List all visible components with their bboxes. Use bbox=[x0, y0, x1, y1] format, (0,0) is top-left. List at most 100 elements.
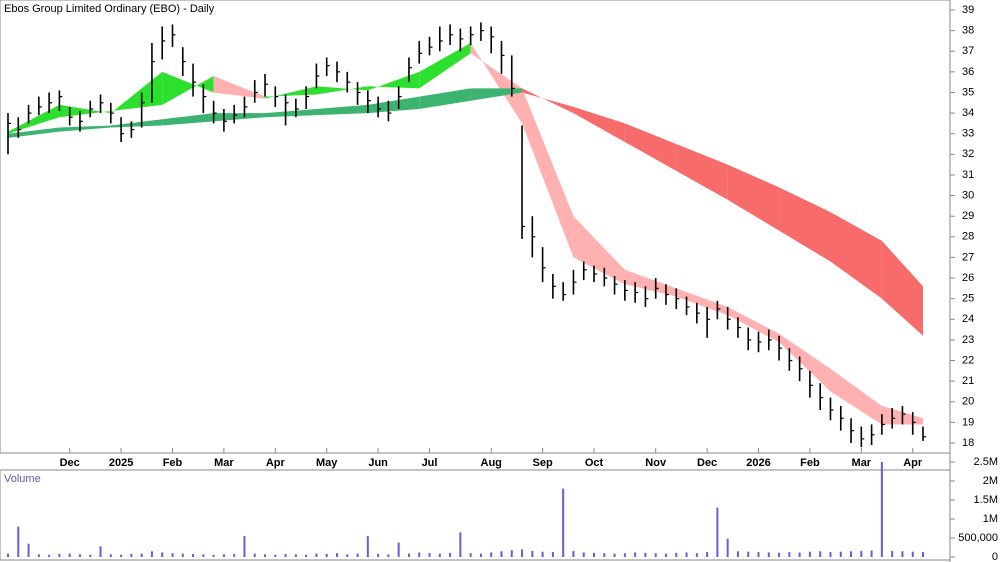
y-tick-label: 23 bbox=[962, 334, 974, 346]
y-tick-label: 26 bbox=[962, 272, 974, 284]
volume-bar bbox=[757, 552, 760, 557]
x-tick-label: Jun bbox=[368, 457, 388, 469]
y-tick-label: 25 bbox=[962, 293, 974, 305]
volume-bar bbox=[212, 554, 215, 557]
ma-band bbox=[162, 71, 214, 105]
x-tick-label: 2025 bbox=[109, 457, 133, 469]
y-tick-label: 22 bbox=[962, 354, 974, 366]
volume-bar bbox=[664, 553, 667, 557]
ma-band bbox=[419, 88, 471, 109]
x-tick-label: 2026 bbox=[746, 457, 770, 469]
y-tick-label: 24 bbox=[962, 313, 974, 325]
volume-bar bbox=[253, 553, 256, 557]
x-tick-label: Mar bbox=[214, 457, 234, 469]
y-tick-label: 33 bbox=[962, 128, 974, 140]
volume-bar bbox=[99, 546, 102, 557]
volume-bar bbox=[500, 551, 503, 557]
volume-bar bbox=[901, 551, 904, 557]
ma-band bbox=[522, 88, 574, 114]
volume-bar bbox=[37, 554, 40, 557]
volume-bar bbox=[17, 526, 20, 557]
ma-band bbox=[573, 106, 625, 142]
volume-bar bbox=[161, 552, 164, 557]
volume-bar bbox=[233, 553, 236, 557]
ma-band bbox=[830, 368, 882, 425]
x-tick-label: Dec bbox=[60, 457, 80, 469]
volume-bar bbox=[675, 552, 678, 557]
ma-band bbox=[419, 42, 471, 89]
volume-bar bbox=[397, 542, 400, 557]
volume-bar bbox=[48, 554, 51, 557]
volume-bar bbox=[192, 553, 195, 557]
y-tick-label: 36 bbox=[962, 66, 974, 78]
volume-bar bbox=[27, 543, 30, 557]
ma-band bbox=[162, 113, 214, 126]
volume-bar bbox=[150, 551, 153, 557]
volume-bar bbox=[438, 553, 441, 557]
y-tick-label: 1M bbox=[983, 513, 998, 525]
y-tick-label: 19 bbox=[962, 416, 974, 428]
volume-bar bbox=[582, 552, 585, 557]
volume-bar bbox=[531, 550, 534, 557]
volume-bar bbox=[202, 554, 205, 557]
ma-band bbox=[779, 333, 831, 392]
volume-bar bbox=[685, 552, 688, 557]
volume-bar bbox=[603, 553, 606, 557]
volume-bar bbox=[695, 553, 698, 557]
volume-bar bbox=[870, 550, 873, 557]
ma-band bbox=[624, 123, 677, 171]
volume-bar bbox=[829, 552, 832, 557]
volume-bar bbox=[68, 553, 71, 557]
ma-band bbox=[367, 71, 420, 91]
y-tick-label: 34 bbox=[962, 107, 974, 119]
volume-bar bbox=[860, 550, 863, 557]
ma-band bbox=[265, 108, 317, 118]
x-tick-label: Mar bbox=[852, 457, 872, 469]
ma-band bbox=[59, 104, 111, 118]
volume-bar bbox=[325, 553, 328, 557]
ma-band bbox=[213, 75, 266, 99]
volume-bar bbox=[510, 550, 513, 557]
ma-band bbox=[830, 212, 882, 299]
volume-bar bbox=[644, 552, 647, 557]
ma-band bbox=[8, 104, 60, 134]
volume-bar bbox=[294, 554, 297, 557]
volume-bar bbox=[850, 551, 853, 557]
ma-band bbox=[316, 104, 368, 116]
volume-bar bbox=[469, 553, 472, 557]
volume-bar bbox=[243, 536, 246, 557]
chart-title: Ebos Group Limited Ordinary (EBO) - Dail… bbox=[4, 3, 215, 15]
volume-bar bbox=[922, 552, 924, 557]
volume-bar bbox=[479, 553, 482, 557]
volume-title: Volume bbox=[4, 473, 41, 485]
volume-bar bbox=[490, 552, 493, 557]
y-tick-label: 38 bbox=[962, 25, 974, 37]
x-tick-label: Apr bbox=[903, 457, 923, 469]
volume-bar bbox=[891, 550, 894, 557]
volume-bar bbox=[78, 554, 81, 557]
volume-bar bbox=[171, 553, 174, 557]
volume-bar bbox=[808, 551, 811, 557]
y-tick-label: 20 bbox=[962, 396, 974, 408]
ma-band bbox=[265, 86, 317, 99]
volume-bar bbox=[7, 553, 9, 557]
y-tick-label: 29 bbox=[962, 210, 974, 222]
ma-band bbox=[676, 144, 728, 200]
volume-bar bbox=[346, 554, 349, 557]
volume-panel bbox=[0, 469, 951, 561]
volume-bar bbox=[839, 551, 842, 557]
volume-bar bbox=[551, 552, 554, 557]
ma-band bbox=[676, 288, 728, 316]
volume-bar bbox=[140, 553, 143, 557]
volume-bar bbox=[623, 553, 626, 557]
ma-band bbox=[59, 125, 111, 132]
x-tick-label: Apr bbox=[266, 457, 286, 469]
volume-bar bbox=[449, 552, 452, 557]
ma-band bbox=[470, 42, 523, 124]
volume-bar bbox=[284, 553, 287, 557]
y-tick-label: 31 bbox=[962, 169, 974, 181]
volume-bar bbox=[120, 554, 123, 557]
volume-bar bbox=[593, 552, 596, 557]
volume-bar bbox=[130, 553, 133, 557]
volume-bar bbox=[521, 549, 524, 557]
